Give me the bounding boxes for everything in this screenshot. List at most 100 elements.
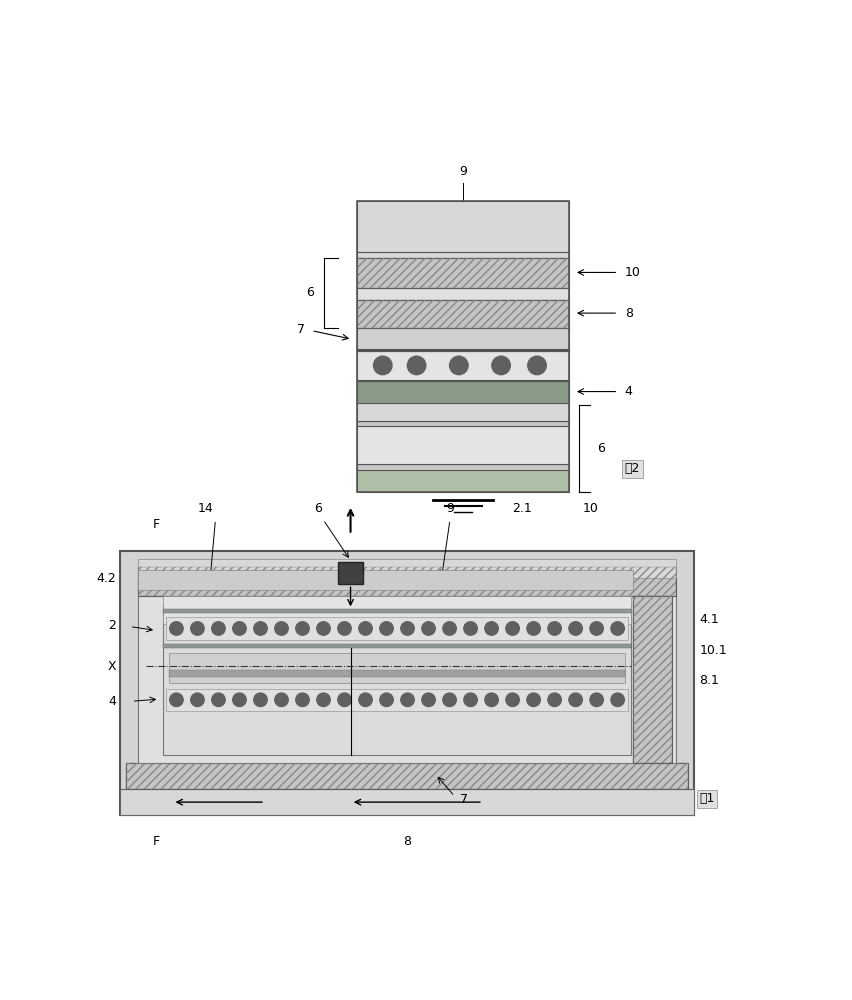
Circle shape <box>337 622 351 635</box>
Text: 6: 6 <box>314 502 322 515</box>
Text: 8: 8 <box>403 835 411 848</box>
Bar <box>170 653 625 683</box>
Bar <box>358 426 569 464</box>
Text: F: F <box>153 835 159 848</box>
Circle shape <box>527 622 540 635</box>
Bar <box>358 470 569 492</box>
Bar <box>163 609 631 613</box>
Bar <box>633 596 672 763</box>
Text: 2.1: 2.1 <box>512 502 532 515</box>
Bar <box>358 421 569 426</box>
Circle shape <box>337 693 351 707</box>
Bar <box>163 596 631 611</box>
Bar <box>358 403 569 421</box>
Bar <box>633 596 672 763</box>
Circle shape <box>400 693 414 707</box>
Text: 图2: 图2 <box>625 462 640 475</box>
Circle shape <box>463 693 477 707</box>
Text: 10: 10 <box>625 266 641 279</box>
Bar <box>166 689 628 711</box>
Text: 7: 7 <box>460 793 469 806</box>
Bar <box>358 380 569 381</box>
Bar <box>358 252 569 258</box>
Text: 14: 14 <box>198 502 213 515</box>
Circle shape <box>296 622 309 635</box>
Text: 8.1: 8.1 <box>699 674 719 687</box>
Circle shape <box>317 693 331 707</box>
Circle shape <box>422 693 435 707</box>
Circle shape <box>380 693 394 707</box>
Circle shape <box>212 693 225 707</box>
Circle shape <box>233 622 246 635</box>
Bar <box>138 596 676 763</box>
Bar <box>166 617 628 640</box>
Bar <box>338 562 363 584</box>
Circle shape <box>443 693 457 707</box>
Text: 9: 9 <box>446 502 454 515</box>
Text: 9: 9 <box>459 165 467 178</box>
Circle shape <box>485 622 498 635</box>
Circle shape <box>359 693 372 707</box>
Bar <box>138 567 676 596</box>
Circle shape <box>407 356 426 375</box>
Bar <box>126 763 688 789</box>
Circle shape <box>590 622 603 635</box>
Text: 8: 8 <box>625 307 633 320</box>
Circle shape <box>527 356 546 375</box>
Circle shape <box>400 622 414 635</box>
Text: 10: 10 <box>583 502 599 515</box>
Text: 6: 6 <box>307 286 314 299</box>
Circle shape <box>506 622 520 635</box>
Bar <box>358 258 569 288</box>
Text: 6: 6 <box>597 442 605 455</box>
Circle shape <box>548 693 561 707</box>
Circle shape <box>359 622 372 635</box>
Bar <box>163 612 631 624</box>
Bar <box>119 551 694 815</box>
Bar <box>358 351 569 380</box>
Circle shape <box>191 693 204 707</box>
Bar <box>119 789 694 815</box>
Bar <box>163 644 631 648</box>
Circle shape <box>274 693 288 707</box>
Circle shape <box>569 622 582 635</box>
Text: 图1: 图1 <box>699 792 715 805</box>
Circle shape <box>506 693 520 707</box>
Bar <box>358 288 569 300</box>
Circle shape <box>590 693 603 707</box>
Circle shape <box>611 622 625 635</box>
Bar <box>358 201 569 252</box>
Circle shape <box>373 356 392 375</box>
Circle shape <box>170 622 183 635</box>
Text: 7: 7 <box>296 323 305 336</box>
Bar <box>358 464 569 470</box>
Circle shape <box>296 693 309 707</box>
Circle shape <box>492 356 510 375</box>
Circle shape <box>170 693 183 707</box>
Bar <box>358 201 569 492</box>
Circle shape <box>485 693 498 707</box>
Bar <box>138 567 676 596</box>
Circle shape <box>450 356 468 375</box>
Circle shape <box>463 622 477 635</box>
Text: 4.1: 4.1 <box>699 613 719 626</box>
Circle shape <box>443 622 457 635</box>
Circle shape <box>254 693 268 707</box>
Circle shape <box>191 622 204 635</box>
Circle shape <box>212 622 225 635</box>
Bar <box>138 559 676 578</box>
Bar <box>138 570 633 590</box>
Bar <box>126 763 688 789</box>
Bar <box>358 349 569 351</box>
Circle shape <box>254 622 268 635</box>
Circle shape <box>569 693 582 707</box>
Bar <box>358 328 569 349</box>
Bar <box>163 604 631 755</box>
Bar <box>358 258 569 288</box>
Text: 2: 2 <box>108 619 117 632</box>
Circle shape <box>527 693 540 707</box>
Circle shape <box>611 693 625 707</box>
Circle shape <box>422 622 435 635</box>
Text: 4: 4 <box>625 385 633 398</box>
Circle shape <box>317 622 331 635</box>
